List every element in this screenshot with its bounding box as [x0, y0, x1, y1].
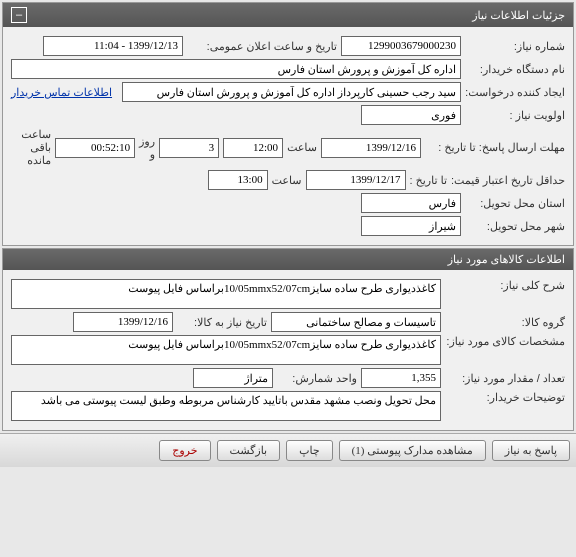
- unit-field: [193, 368, 273, 388]
- deadline-time-field: [223, 138, 283, 158]
- attachments-button[interactable]: مشاهده مدارک پیوستی (1): [339, 440, 486, 461]
- panel1-header: جزئیات اطلاعات نیاز –: [3, 3, 573, 27]
- panel2-header: اطلاعات کالاهای مورد نیاز: [3, 249, 573, 270]
- print-button[interactable]: چاپ: [286, 440, 333, 461]
- notes-field: [11, 391, 441, 421]
- province-field: [361, 193, 461, 213]
- min-valid-time-field: [208, 170, 268, 190]
- min-valid-sub: تا تاریخ :: [410, 174, 447, 187]
- buyer-org-field: [11, 59, 461, 79]
- qty-label: تعداد / مقدار مورد نیاز:: [445, 372, 565, 385]
- action-bar: پاسخ به نیاز مشاهده مدارک پیوستی (1) چاپ…: [0, 433, 576, 467]
- min-valid-date-field: [306, 170, 406, 190]
- contact-link[interactable]: اطلاعات تماس خریدار: [11, 86, 112, 99]
- minimize-icon[interactable]: –: [11, 7, 27, 23]
- group-field: [271, 312, 441, 332]
- back-button[interactable]: بازگشت: [217, 440, 281, 461]
- desc-label: شرح کلی نیاز:: [445, 279, 565, 292]
- public-date-label: تاریخ و ساعت اعلان عمومی:: [187, 40, 337, 53]
- spec-field: [11, 335, 441, 365]
- province-label: استان محل تحویل:: [465, 197, 565, 210]
- panel2-title: اطلاعات کالاهای مورد نیاز: [448, 253, 565, 266]
- priority-label: اولویت نیاز :: [465, 109, 565, 122]
- unit-label: واحد شمارش:: [277, 372, 357, 385]
- time-remaining-field: [55, 138, 135, 158]
- time-label2: ساعت: [272, 174, 302, 187]
- city-label: شهر محل تحویل:: [465, 220, 565, 233]
- req-no-label: شماره نیاز:: [465, 40, 565, 53]
- deadline-date-field: [321, 138, 421, 158]
- city-field: [361, 216, 461, 236]
- group-date-field: [73, 312, 173, 332]
- group-label: گروه کالا:: [445, 316, 565, 329]
- deadline-label: مهلت ارسال پاسخ: تا تاریخ :: [425, 141, 565, 154]
- qty-field: [361, 368, 441, 388]
- creator-label: ایجاد کننده درخواست:: [465, 86, 565, 99]
- respond-button[interactable]: پاسخ به نیاز: [492, 440, 570, 461]
- goods-info-panel: اطلاعات کالاهای مورد نیاز شرح کلی نیاز: …: [2, 248, 574, 431]
- priority-field: [361, 105, 461, 125]
- days-remaining-field: [159, 138, 219, 158]
- need-info-panel: جزئیات اطلاعات نیاز – شماره نیاز: تاریخ …: [2, 2, 574, 246]
- buyer-org-label: نام دستگاه خریدار:: [465, 63, 565, 76]
- notes-label: توضیحات خریدار:: [445, 391, 565, 404]
- panel1-title: جزئیات اطلاعات نیاز: [472, 9, 565, 22]
- time-label1: ساعت: [287, 141, 317, 154]
- min-valid-label: حداقل تاریخ اعتبار قیمت:: [451, 174, 565, 187]
- exit-button[interactable]: خروج: [159, 440, 210, 461]
- req-no-field: [341, 36, 461, 56]
- desc-field: [11, 279, 441, 309]
- public-date-field: [43, 36, 183, 56]
- spec-label: مشخصات کالای مورد نیاز:: [445, 335, 565, 348]
- remaining-label: ساعت باقی مانده: [11, 128, 51, 167]
- creator-field: [122, 82, 461, 102]
- group-date-label: تاریخ نیاز به کالا:: [177, 316, 267, 329]
- days-label: روز و: [139, 135, 155, 161]
